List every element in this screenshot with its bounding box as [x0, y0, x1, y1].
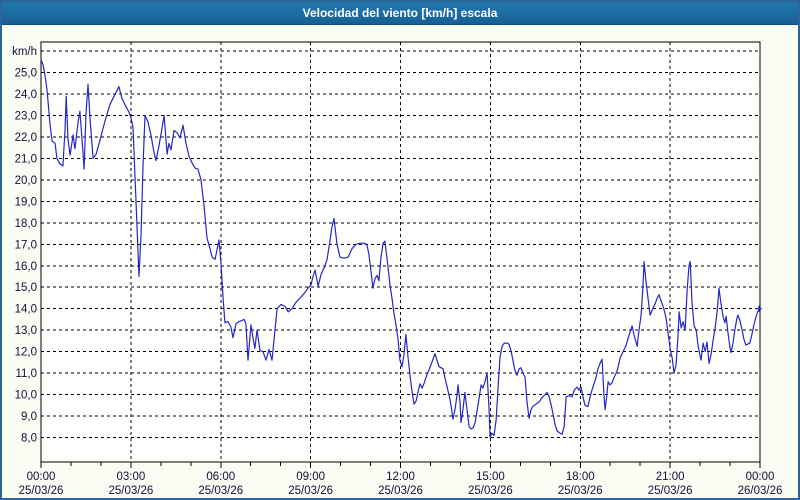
- y-axis-label: 11,0: [15, 368, 37, 380]
- y-axis-label: 17,0: [15, 239, 37, 251]
- y-axis-unit-label: km/h: [12, 46, 37, 58]
- x-axis-date-label: 25/03/26: [108, 485, 153, 497]
- y-axis-label: 13,0: [15, 325, 37, 337]
- y-axis-label: 16,0: [15, 261, 37, 273]
- y-axis-label: 18,0: [15, 218, 37, 230]
- y-axis-label: 12,0: [15, 347, 37, 359]
- x-axis-date-label: 25/03/26: [558, 485, 603, 497]
- x-axis-time-label: 09:00: [296, 471, 325, 483]
- x-axis-date-label: 25/03/26: [648, 485, 693, 497]
- y-axis-label: 24,0: [15, 89, 37, 101]
- window-title-bar: Velocidad del viento [km/h] escala: [2, 2, 798, 25]
- x-axis-date-label: 25/03/26: [288, 485, 333, 497]
- y-axis-label: 23,0: [15, 110, 37, 122]
- x-axis-time-label: 06:00: [206, 471, 235, 483]
- series-line: [40, 59, 761, 439]
- x-axis-time-label: 00:00: [746, 471, 775, 483]
- x-axis-time-label: 21:00: [656, 471, 685, 483]
- x-axis-time-label: 18:00: [566, 471, 595, 483]
- plot-border: [40, 41, 761, 463]
- y-axis-label: 14,0: [15, 304, 37, 316]
- x-axis-date-label: 25/03/26: [468, 485, 513, 497]
- y-axis-label: 22,0: [15, 132, 37, 144]
- x-axis-time-label: 00:00: [27, 471, 56, 483]
- x-axis-date-label: 26/03/26: [738, 485, 783, 497]
- x-axis-date-label: 25/03/26: [19, 485, 64, 497]
- y-axis-label: 21,0: [15, 153, 37, 165]
- y-axis-label: 19,0: [15, 196, 37, 208]
- y-axis-label: 15,0: [15, 282, 37, 294]
- x-axis-time-label: 03:00: [116, 471, 145, 483]
- window-title: Velocidad del viento [km/h] escala: [302, 6, 498, 20]
- y-axis-label: 25,0: [15, 68, 37, 80]
- y-axis-label: 10,0: [15, 390, 37, 402]
- y-axis-label: 20,0: [15, 175, 37, 187]
- y-axis-label: 9,0: [21, 411, 37, 423]
- y-axis-label: 8,0: [21, 433, 37, 445]
- x-axis-date-label: 25/03/26: [198, 485, 243, 497]
- wind-speed-chart: km/h 25,0 24,0 23,0 22,0 21,0 20,0 19,0 18,0 17,0…: [2, 25, 798, 498]
- x-axis-time-label: 15:00: [476, 471, 505, 483]
- x-axis-time-label: 12:00: [386, 471, 415, 483]
- chart-svg: km/h 25,0 24,0 23,0 22,0 21,0 20,0 19,0 18,0 17,0…: [12, 41, 783, 497]
- x-axis-date-label: 25/03/26: [378, 485, 423, 497]
